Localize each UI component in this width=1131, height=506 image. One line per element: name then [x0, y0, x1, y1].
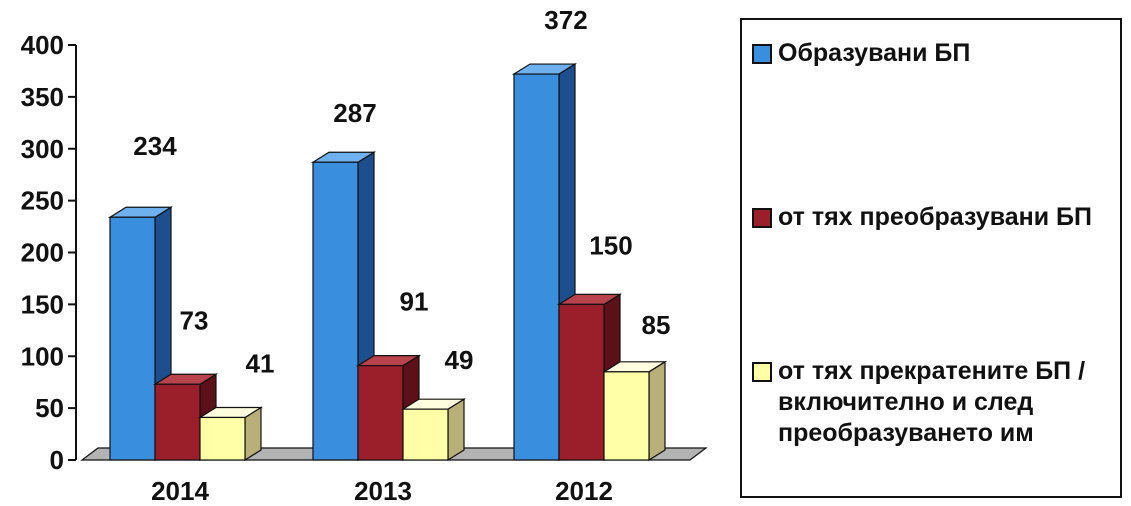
y-tick-label: 300 — [21, 134, 64, 164]
bar-front — [357, 364, 404, 461]
legend-item-series-2: от тях преобразувани БП — [752, 202, 1108, 233]
y-tick-label: 50 — [35, 393, 64, 423]
legend-item-series-3: от тях прекратените БП /включително и сл… — [752, 356, 1108, 449]
x-tick-label: 2012 — [555, 476, 613, 506]
axes — [68, 44, 77, 461]
data-label: 73 — [180, 305, 209, 335]
y-tick-label: 150 — [21, 289, 64, 319]
data-label: 287 — [333, 98, 376, 128]
y-tick-label: 400 — [21, 30, 64, 60]
legend-label: Образувани БП — [778, 39, 971, 67]
data-label: 41 — [246, 348, 275, 378]
bar-front — [513, 73, 560, 461]
data-label: 234 — [133, 131, 177, 161]
bar-chart: 234 73 41 287 91 49 372 150 85 0 50 100 150 200 250 30… — [21, 5, 708, 506]
y-tick-label: 0 — [50, 445, 64, 475]
y-tick-label: 250 — [21, 186, 64, 216]
x-tick-labels: 2014 2013 2012 — [151, 476, 613, 506]
y-tick-labels: 0 50 100 150 200 250 300 350 400 — [21, 30, 64, 475]
y-tick-label: 350 — [21, 82, 64, 112]
bar — [601, 360, 668, 462]
bar-front — [402, 408, 449, 461]
y-tick-label: 200 — [21, 238, 64, 268]
data-label: 150 — [589, 230, 632, 260]
bar-front — [312, 161, 359, 461]
legend-label: от тях прекратените БП /включително и сл… — [778, 357, 1086, 447]
bar-front — [603, 371, 650, 461]
data-labels: 234 73 41 287 91 49 372 150 85 — [133, 5, 670, 378]
data-label: 372 — [544, 5, 587, 35]
legend-swatch-yellow — [752, 362, 772, 382]
bar-front — [558, 303, 605, 461]
y-tick-label: 100 — [21, 341, 64, 371]
data-label: 91 — [400, 287, 429, 317]
bar-side — [648, 360, 666, 462]
bar — [400, 398, 467, 462]
legend: Образувани БП от тях преобразувани БП от… — [740, 18, 1122, 498]
legend-swatch-blue — [752, 44, 772, 64]
legend-label: от тях преобразувани БП — [778, 203, 1092, 231]
legend-item-series-1: Образувани БП — [752, 38, 1108, 69]
legend-swatch-red — [752, 208, 772, 228]
data-label: 85 — [642, 310, 671, 340]
bar-front — [109, 216, 156, 461]
bars — [107, 62, 668, 462]
x-tick-label: 2013 — [354, 476, 412, 506]
bar-front — [199, 416, 246, 461]
data-label: 49 — [445, 345, 474, 375]
x-tick-label: 2014 — [151, 476, 209, 506]
bar-front — [154, 383, 201, 461]
bar — [197, 406, 264, 462]
